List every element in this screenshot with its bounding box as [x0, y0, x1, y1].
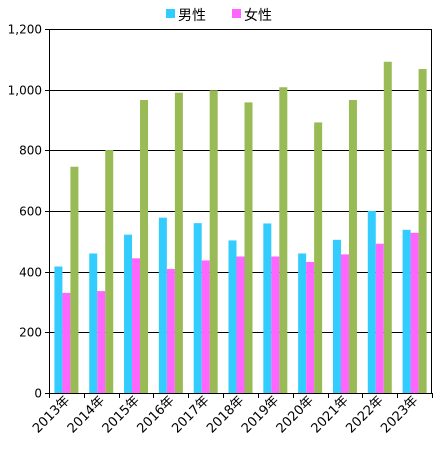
- bar-女性-2015年: [132, 258, 141, 393]
- bar-series3-2022年: [383, 61, 392, 393]
- legend-swatch: [166, 9, 175, 18]
- bar-series3-2016年: [174, 92, 183, 393]
- bar-男性-2017年: [193, 223, 202, 393]
- bar-男性-2021年: [332, 239, 341, 393]
- bar-男性-2015年: [124, 234, 133, 393]
- legend: 男性 女性: [166, 7, 272, 24]
- bar-series3-2015年: [140, 99, 149, 393]
- bar-男性-2018年: [228, 240, 237, 393]
- bar-女性-2016年: [166, 268, 175, 393]
- y-tick-label: 800: [19, 144, 42, 158]
- x-tick-label: 2015年: [100, 393, 143, 436]
- axes: [45, 29, 433, 398]
- bar-女性-2018年: [236, 256, 245, 393]
- bar-男性-2020年: [298, 253, 307, 393]
- y-tick-label: 1,000: [8, 84, 42, 98]
- x-tick-labels: 2013年2014年2015年2016年2017年2018年2019年2020年…: [30, 393, 421, 436]
- bar-女性-2021年: [340, 254, 349, 393]
- bar-女性-2022年: [375, 243, 384, 393]
- bar-男性-2022年: [367, 211, 376, 393]
- bar-series3-2021年: [348, 99, 357, 393]
- x-tick-label: 2018年: [204, 393, 247, 436]
- bar-女性-2023年: [410, 232, 419, 393]
- bar-女性-2014年: [97, 291, 106, 393]
- bar-男性-2014年: [89, 253, 98, 393]
- bar-女性-2019年: [271, 256, 280, 393]
- bar-女性-2017年: [201, 260, 210, 393]
- x-tick-label: 2023年: [378, 393, 421, 436]
- x-tick-label: 2017年: [169, 393, 212, 436]
- y-tick-labels: 0 200 400 600 800 1,000 1,200: [8, 23, 42, 401]
- bar-series3-2014年: [105, 150, 114, 393]
- x-tick-label: 2014年: [65, 393, 108, 436]
- x-tick-label: 2021年: [309, 393, 352, 436]
- x-tick-label: 2016年: [134, 393, 177, 436]
- y-tick-label: 0: [34, 387, 42, 401]
- bar-男性-2023年: [402, 229, 411, 393]
- bar-series3-2017年: [209, 90, 218, 394]
- legend-swatch: [232, 9, 241, 18]
- y-tick-label: 600: [19, 205, 42, 219]
- y-tick-label: 200: [19, 326, 42, 340]
- legend-label: 男性: [178, 8, 206, 24]
- bar-女性-2013年: [62, 292, 71, 393]
- bar-女性-2020年: [306, 261, 315, 393]
- bar-series3-2019年: [279, 87, 288, 394]
- bar-series3-2018年: [244, 102, 253, 393]
- bar-series3-2013年: [70, 166, 79, 393]
- y-tick-label: 400: [19, 266, 42, 280]
- x-tick-label: 2020年: [274, 393, 317, 436]
- bar-series3-2020年: [314, 122, 323, 393]
- x-tick-label: 2022年: [343, 393, 386, 436]
- x-tick-label: 2019年: [239, 393, 282, 436]
- y-tick-label: 1,200: [8, 23, 42, 37]
- legend-label: 女性: [244, 7, 272, 24]
- plot-border: [49, 29, 432, 394]
- bars: [54, 61, 427, 394]
- bar-男性-2019年: [263, 223, 272, 393]
- bar-男性-2016年: [158, 217, 167, 393]
- bar-男性-2013年: [54, 266, 63, 393]
- bar-series3-2023年: [418, 69, 427, 393]
